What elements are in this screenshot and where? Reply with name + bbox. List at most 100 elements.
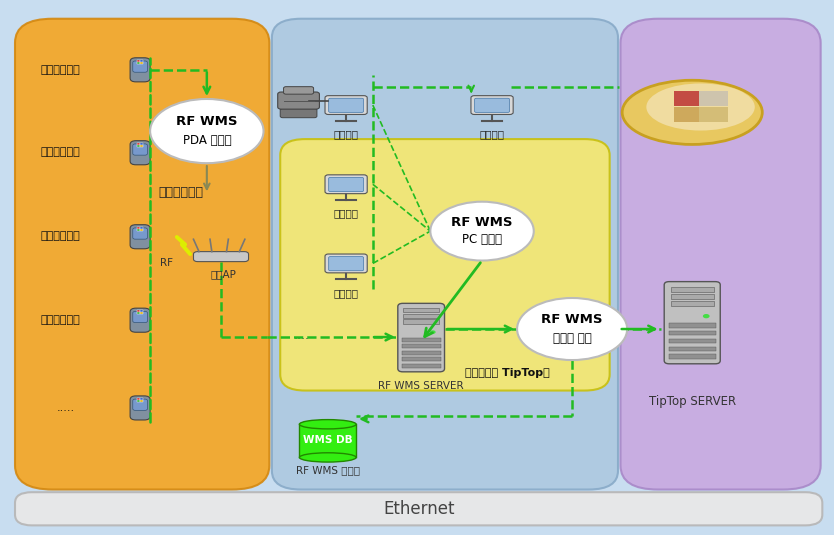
FancyBboxPatch shape — [278, 92, 319, 109]
FancyBboxPatch shape — [674, 91, 699, 106]
Ellipse shape — [622, 80, 762, 144]
Text: PDA 端程序: PDA 端程序 — [183, 134, 231, 147]
Text: Ethernet: Ethernet — [383, 500, 455, 518]
FancyBboxPatch shape — [137, 143, 140, 144]
FancyBboxPatch shape — [137, 310, 140, 312]
FancyBboxPatch shape — [669, 331, 716, 335]
Ellipse shape — [299, 419, 356, 429]
Text: WMS DB: WMS DB — [303, 435, 353, 445]
Text: 基础信息: 基础信息 — [334, 209, 359, 219]
FancyBboxPatch shape — [284, 87, 314, 94]
Text: 仓库盘点扫描: 仓库盘点扫描 — [40, 315, 80, 325]
FancyBboxPatch shape — [140, 145, 143, 147]
FancyBboxPatch shape — [130, 58, 150, 82]
FancyBboxPatch shape — [329, 178, 364, 192]
FancyBboxPatch shape — [140, 310, 143, 312]
Ellipse shape — [430, 202, 534, 261]
Circle shape — [430, 330, 435, 334]
FancyBboxPatch shape — [133, 144, 148, 155]
FancyBboxPatch shape — [325, 254, 367, 273]
FancyBboxPatch shape — [130, 308, 150, 332]
Ellipse shape — [150, 99, 264, 163]
FancyBboxPatch shape — [140, 400, 143, 402]
FancyBboxPatch shape — [669, 354, 716, 359]
FancyBboxPatch shape — [671, 301, 714, 306]
FancyBboxPatch shape — [401, 338, 441, 342]
FancyBboxPatch shape — [137, 62, 140, 64]
Text: 返工出库扫描: 返工出库扫描 — [40, 148, 80, 157]
FancyBboxPatch shape — [329, 98, 364, 112]
FancyBboxPatch shape — [664, 281, 721, 364]
FancyBboxPatch shape — [140, 227, 143, 228]
Ellipse shape — [299, 453, 356, 462]
FancyBboxPatch shape — [140, 398, 143, 400]
FancyBboxPatch shape — [280, 109, 317, 118]
FancyBboxPatch shape — [674, 107, 699, 122]
Text: 报表查询: 报表查询 — [480, 129, 505, 140]
FancyBboxPatch shape — [130, 396, 150, 420]
FancyBboxPatch shape — [137, 400, 140, 402]
FancyBboxPatch shape — [475, 98, 510, 112]
FancyBboxPatch shape — [671, 287, 714, 292]
FancyBboxPatch shape — [325, 96, 367, 114]
Circle shape — [703, 314, 710, 318]
FancyBboxPatch shape — [401, 357, 441, 361]
Text: 系统管理: 系统管理 — [334, 288, 359, 298]
FancyBboxPatch shape — [398, 303, 445, 372]
FancyBboxPatch shape — [15, 19, 269, 490]
Text: PC 端程序: PC 端程序 — [462, 233, 502, 246]
FancyBboxPatch shape — [137, 398, 140, 400]
FancyBboxPatch shape — [140, 60, 143, 62]
Text: TipTop SERVER: TipTop SERVER — [649, 395, 736, 408]
FancyBboxPatch shape — [15, 492, 822, 525]
Ellipse shape — [646, 83, 755, 131]
FancyBboxPatch shape — [401, 351, 441, 355]
FancyBboxPatch shape — [699, 91, 728, 106]
Text: 销售出库扫描: 销售出库扫描 — [40, 232, 80, 241]
Text: 生产入库扫描: 生产入库扫描 — [40, 65, 80, 74]
FancyBboxPatch shape — [280, 139, 610, 391]
Text: RF WMS: RF WMS — [451, 216, 513, 229]
FancyBboxPatch shape — [193, 251, 249, 262]
FancyBboxPatch shape — [137, 229, 140, 231]
FancyBboxPatch shape — [669, 339, 716, 343]
FancyBboxPatch shape — [130, 225, 150, 249]
Text: 服务端 程序: 服务端 程序 — [553, 332, 591, 345]
FancyBboxPatch shape — [620, 19, 821, 490]
FancyBboxPatch shape — [671, 294, 714, 299]
FancyBboxPatch shape — [669, 347, 716, 351]
Text: 负责数据扫描: 负责数据扫描 — [158, 186, 203, 199]
FancyBboxPatch shape — [299, 424, 356, 457]
FancyBboxPatch shape — [404, 308, 439, 312]
FancyBboxPatch shape — [272, 19, 618, 490]
FancyBboxPatch shape — [699, 107, 728, 122]
FancyBboxPatch shape — [137, 312, 140, 315]
FancyBboxPatch shape — [401, 345, 441, 348]
FancyBboxPatch shape — [404, 319, 439, 324]
FancyBboxPatch shape — [137, 227, 140, 228]
FancyBboxPatch shape — [133, 311, 148, 323]
Text: 【负责对接 TipTop】: 【负责对接 TipTop】 — [465, 369, 550, 378]
FancyBboxPatch shape — [401, 364, 441, 368]
Text: RF WMS SERVER: RF WMS SERVER — [379, 381, 464, 391]
Text: RF WMS 数据库: RF WMS 数据库 — [296, 465, 359, 475]
Text: 标签发行: 标签发行 — [334, 129, 359, 140]
FancyBboxPatch shape — [140, 62, 143, 64]
FancyBboxPatch shape — [329, 257, 364, 271]
FancyBboxPatch shape — [140, 229, 143, 231]
FancyBboxPatch shape — [471, 96, 513, 114]
Text: RF WMS: RF WMS — [176, 115, 238, 128]
Text: RF WMS: RF WMS — [541, 313, 603, 326]
Text: RF: RF — [160, 258, 173, 268]
FancyBboxPatch shape — [404, 314, 439, 318]
FancyBboxPatch shape — [133, 399, 148, 410]
FancyBboxPatch shape — [140, 312, 143, 315]
Text: ....: .... — [294, 330, 310, 342]
FancyBboxPatch shape — [140, 143, 143, 144]
FancyBboxPatch shape — [137, 60, 140, 62]
FancyBboxPatch shape — [137, 145, 140, 147]
FancyBboxPatch shape — [130, 141, 150, 165]
Ellipse shape — [517, 298, 627, 360]
Text: 无线AP: 无线AP — [210, 269, 237, 279]
FancyBboxPatch shape — [669, 323, 716, 327]
